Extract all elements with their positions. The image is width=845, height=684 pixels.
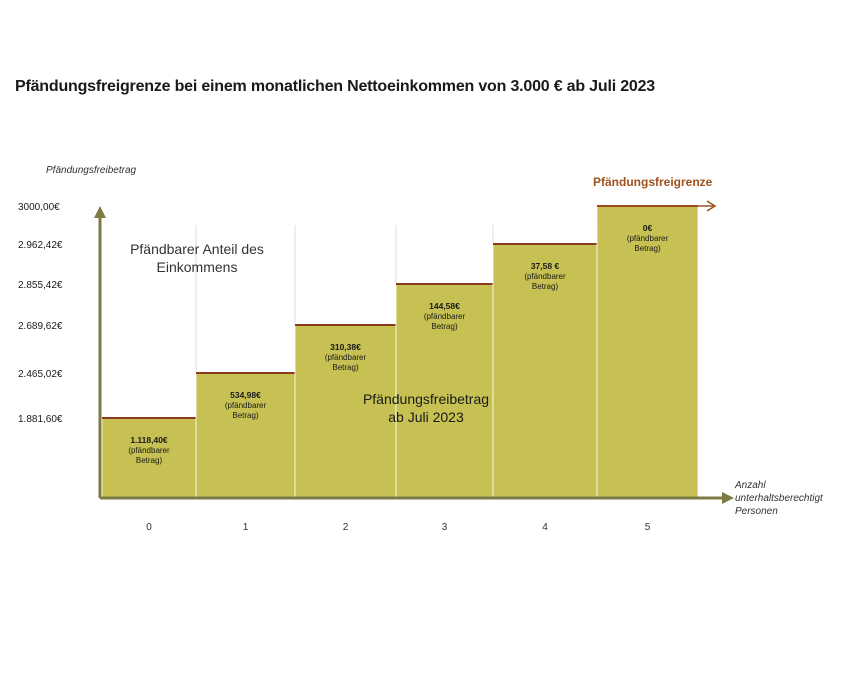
bar xyxy=(492,243,598,499)
bar-value-note: (pfändbarer xyxy=(128,446,170,455)
x-tick-label: 3 xyxy=(442,522,448,533)
y-tick-label: 1.881,60€ xyxy=(18,414,63,425)
bar-value-note: Betrag) xyxy=(332,363,359,372)
bar-value-note: (pfändbarer xyxy=(524,272,566,281)
x-axis-title: unterhaltsberechtigt xyxy=(735,493,824,504)
bar-value-label: 144,58€ xyxy=(429,301,460,311)
bar-value-note: (pfändbarer xyxy=(627,234,669,243)
bar-area-label: ab Juli 2023 xyxy=(388,409,464,425)
y-tick-label: 2.689,62€ xyxy=(18,321,63,332)
area-label: Einkommens xyxy=(157,259,238,275)
limit-arrow xyxy=(706,200,717,212)
bar xyxy=(195,372,296,499)
y-axis-arrow xyxy=(94,206,106,218)
area-label: Pfändbarer Anteil des xyxy=(130,241,264,257)
x-axis-title: Anzahl xyxy=(734,480,766,491)
x-tick-label: 1 xyxy=(243,522,249,533)
y-tick-label: 2.465,02€ xyxy=(18,369,63,380)
y-axis-title: Pfändungsfreibetrag xyxy=(46,165,137,176)
y-tick-label: 3000,00€ xyxy=(18,202,60,213)
bar xyxy=(596,205,699,499)
x-tick-label: 5 xyxy=(645,522,651,533)
x-tick-label: 4 xyxy=(542,522,548,533)
limit-label: Pfändungsfreigrenze xyxy=(593,175,713,189)
chart-title: Pfändungsfreigrenze bei einem monatliche… xyxy=(15,78,655,95)
bar-area-label: Pfändungsfreibetrag xyxy=(363,391,489,407)
bar xyxy=(294,324,397,499)
bar-value-label: 37,58 € xyxy=(531,261,560,271)
bar-value-note: (pfändbarer xyxy=(325,353,367,362)
x-axis-title: Personen xyxy=(735,506,778,517)
bar-value-note: Betrag) xyxy=(431,322,458,331)
bar-value-note: Betrag) xyxy=(634,244,661,253)
bar-value-label: 310,38€ xyxy=(330,342,361,352)
bar-value-label: 1.118,40€ xyxy=(130,435,168,445)
x-tick-label: 0 xyxy=(146,522,152,533)
bar xyxy=(395,283,494,499)
bar-value-note: Betrag) xyxy=(532,282,559,291)
y-tick-label: 2.855,42€ xyxy=(18,280,63,291)
bar-value-note: (pfändbarer xyxy=(424,312,466,321)
x-axis-arrow xyxy=(722,492,734,504)
bar-value-label: 0€ xyxy=(643,223,653,233)
bar-value-note: Betrag) xyxy=(232,411,259,420)
x-tick-label: 2 xyxy=(343,522,349,533)
y-tick-label: 2.962,42€ xyxy=(18,240,63,251)
bar-value-note: (pfändbarer xyxy=(225,401,267,410)
bar-value-note: Betrag) xyxy=(136,456,163,465)
bar-value-label: 534,98€ xyxy=(230,390,261,400)
